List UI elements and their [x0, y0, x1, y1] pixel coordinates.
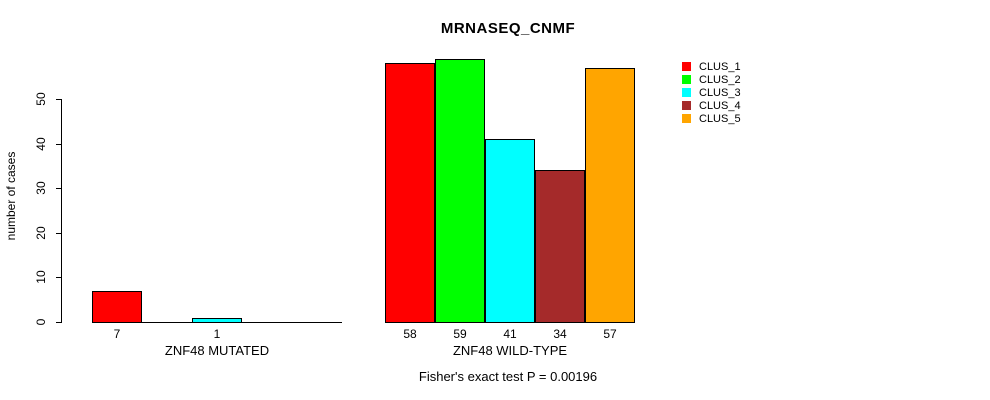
bar	[585, 67, 635, 323]
legend-swatch	[682, 62, 691, 71]
y-tick	[56, 99, 61, 100]
chart-title: MRNASEQ_CNMF	[440, 20, 576, 37]
bar-value-label: 58	[403, 327, 417, 341]
legend-label: CLUS_1	[699, 60, 741, 73]
legend-item: CLUS_5	[682, 112, 741, 125]
legend-item: CLUS_4	[682, 99, 741, 112]
y-tick	[56, 322, 61, 323]
bar-value-label: 1	[213, 327, 221, 341]
legend-swatch	[682, 101, 691, 110]
y-tick	[56, 143, 61, 145]
bar-value-label: 41	[503, 327, 517, 341]
bar-value-label: 59	[453, 327, 467, 341]
group-label: ZNF48 WILD-TYPE	[452, 343, 568, 358]
bar	[435, 58, 485, 323]
bar	[385, 63, 435, 323]
bar	[192, 317, 242, 323]
y-tick-label: 50	[34, 92, 48, 106]
bar	[485, 139, 535, 323]
legend-swatch	[682, 88, 691, 97]
y-tick-label: 40	[34, 136, 48, 151]
y-tick	[56, 232, 61, 234]
group-label: ZNF48 MUTATED	[164, 343, 270, 358]
y-axis-label: number of cases	[4, 151, 18, 241]
legend-item: CLUS_1	[682, 60, 741, 73]
legend-label: CLUS_2	[699, 73, 741, 86]
legend-swatch	[682, 114, 691, 123]
y-axis-line	[61, 99, 62, 323]
y-tick-label: 20	[34, 226, 48, 240]
y-tick	[56, 277, 61, 279]
bar-value-label: 7	[113, 327, 121, 341]
legend-label: CLUS_5	[699, 112, 741, 125]
y-tick-label: 30	[34, 181, 48, 195]
bar	[92, 290, 142, 323]
bar	[535, 170, 585, 323]
legend-item: CLUS_2	[682, 73, 741, 86]
y-tick-label: 10	[34, 270, 48, 285]
y-tick-label: 0	[34, 318, 48, 326]
annotation-text: Fisher's exact test P = 0.00196	[418, 369, 598, 384]
y-tick	[56, 188, 61, 190]
bar-value-label: 34	[553, 327, 567, 341]
legend-item: CLUS_3	[682, 86, 741, 99]
legend-swatch	[682, 75, 691, 84]
bar-value-label: 57	[603, 327, 617, 341]
legend-label: CLUS_3	[699, 86, 741, 99]
legend-label: CLUS_4	[699, 99, 741, 112]
